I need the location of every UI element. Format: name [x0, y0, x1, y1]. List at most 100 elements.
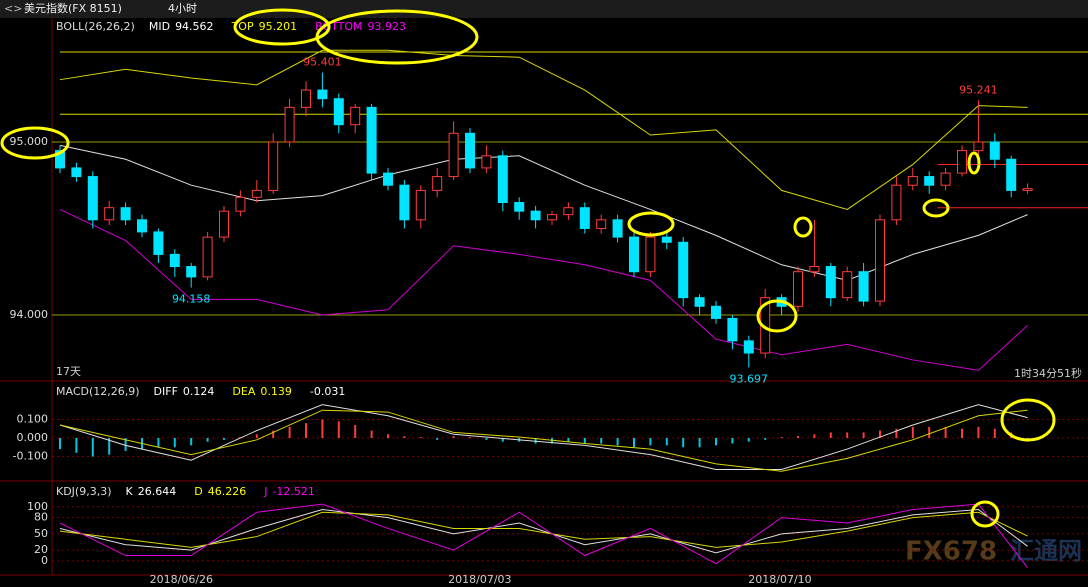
- candle-body: [661, 236, 672, 243]
- days-label: 17天: [56, 365, 81, 378]
- candle-body: [907, 176, 918, 186]
- candle-body: [547, 214, 557, 221]
- candle-body: [350, 106, 361, 126]
- y-tick-label: 80: [34, 511, 48, 524]
- candle-body: [137, 219, 147, 233]
- candle-body: [317, 89, 328, 100]
- highlight-ellipse: [0, 126, 70, 160]
- price-label: 93.697: [730, 372, 769, 385]
- stat-value: 0.124: [183, 385, 215, 398]
- y-tick-label: 94.000: [10, 308, 49, 321]
- period[interactable]: 4小时: [168, 2, 197, 15]
- candle-body: [530, 210, 541, 221]
- candle-body: [809, 266, 820, 273]
- candle-body: [399, 184, 410, 221]
- indicator-line: [59, 404, 1028, 470]
- candle-body: [284, 106, 295, 143]
- stat-name: DIFF: [154, 385, 178, 398]
- y-tick-label: -0.100: [13, 449, 48, 462]
- stat-value: 46.226: [208, 485, 247, 498]
- stat-name: D: [194, 485, 202, 498]
- candle-body: [202, 236, 213, 278]
- indicator-name: KDJ(9,3,3): [56, 485, 112, 498]
- candle-body: [743, 340, 754, 354]
- candle-body: [219, 210, 229, 238]
- candle-body: [694, 297, 705, 307]
- candle-body: [120, 207, 131, 221]
- highlight-ellipse: [756, 299, 798, 333]
- annotations: [0, 8, 1056, 528]
- x-tick-label: 2018/06/26: [150, 573, 213, 586]
- y-tick-label: 0: [41, 554, 48, 567]
- candle-body: [251, 189, 262, 198]
- header-bar: [0, 0, 1088, 18]
- candle-body: [87, 176, 98, 221]
- watermark: FX678: [905, 537, 997, 567]
- candle-body: [612, 219, 623, 238]
- candle-body: [104, 207, 115, 221]
- highlight-ellipse: [233, 8, 331, 46]
- candle-body: [333, 98, 344, 126]
- candle-body: [432, 176, 443, 191]
- price-label: 95.401: [303, 56, 342, 69]
- candle-body: [169, 253, 180, 268]
- indicator-line: [59, 49, 1028, 210]
- candle-body: [875, 219, 885, 302]
- candle-body: [957, 150, 967, 174]
- stat-value: 95.201: [259, 20, 298, 33]
- candle-body: [973, 141, 984, 152]
- highlight-ellipse: [315, 9, 479, 65]
- candle-body: [842, 271, 853, 299]
- candle-body: [235, 196, 246, 212]
- x-tick-label: 2018/07/03: [448, 573, 511, 586]
- indicator-line: [59, 503, 1028, 569]
- highlight-ellipse: [922, 198, 950, 218]
- stat-value: 93.923: [367, 20, 406, 33]
- candle-body: [465, 132, 475, 169]
- nav-icon[interactable]: <>: [4, 2, 22, 15]
- y-tick-label: 50: [34, 527, 48, 540]
- stat-value: -0.031: [310, 385, 345, 398]
- candle-body: [366, 106, 377, 174]
- candle-body: [1006, 158, 1017, 191]
- candle-body: [383, 172, 393, 186]
- candle-body: [629, 236, 639, 273]
- candle-body: [481, 155, 492, 169]
- candle-body: [497, 155, 508, 204]
- x-tick-label: 2018/07/10: [748, 573, 811, 586]
- y-tick-label: 0.100: [17, 412, 49, 425]
- candle-body: [153, 231, 164, 255]
- candle-body: [186, 266, 197, 278]
- stat-name: K: [126, 485, 134, 498]
- stat-value: 94.562: [175, 20, 214, 33]
- candle-body: [596, 219, 607, 229]
- candle-body: [678, 241, 689, 299]
- y-tick-label: 95.000: [10, 135, 49, 148]
- highlight-ellipse: [793, 216, 813, 238]
- stat-value: -12.521: [272, 485, 314, 498]
- stat-name: MID: [149, 20, 170, 33]
- price-label: 94.158: [172, 293, 211, 306]
- candle-body: [858, 271, 869, 302]
- candle-body: [415, 189, 426, 221]
- candle-body: [727, 317, 738, 342]
- candle-body: [301, 89, 311, 108]
- candle-body: [268, 141, 279, 191]
- indicator-name: BOLL(26,26,2): [56, 20, 135, 33]
- candle-body: [711, 305, 721, 319]
- candle-body: [1022, 188, 1033, 191]
- candle-body: [448, 132, 459, 178]
- candle-body: [989, 141, 1000, 160]
- candle-body: [891, 184, 902, 221]
- candle-body: [825, 266, 836, 299]
- candle-body: [645, 236, 656, 273]
- chart-title: 美元指数(FX 8151): [24, 1, 122, 15]
- highlight-ellipse: [970, 500, 1000, 528]
- indicator-line: [59, 208, 1028, 371]
- highlight-ellipse: [627, 211, 675, 237]
- candle-body: [924, 176, 935, 186]
- price-label: 95.241: [959, 83, 998, 96]
- highlight-ellipse: [967, 151, 981, 175]
